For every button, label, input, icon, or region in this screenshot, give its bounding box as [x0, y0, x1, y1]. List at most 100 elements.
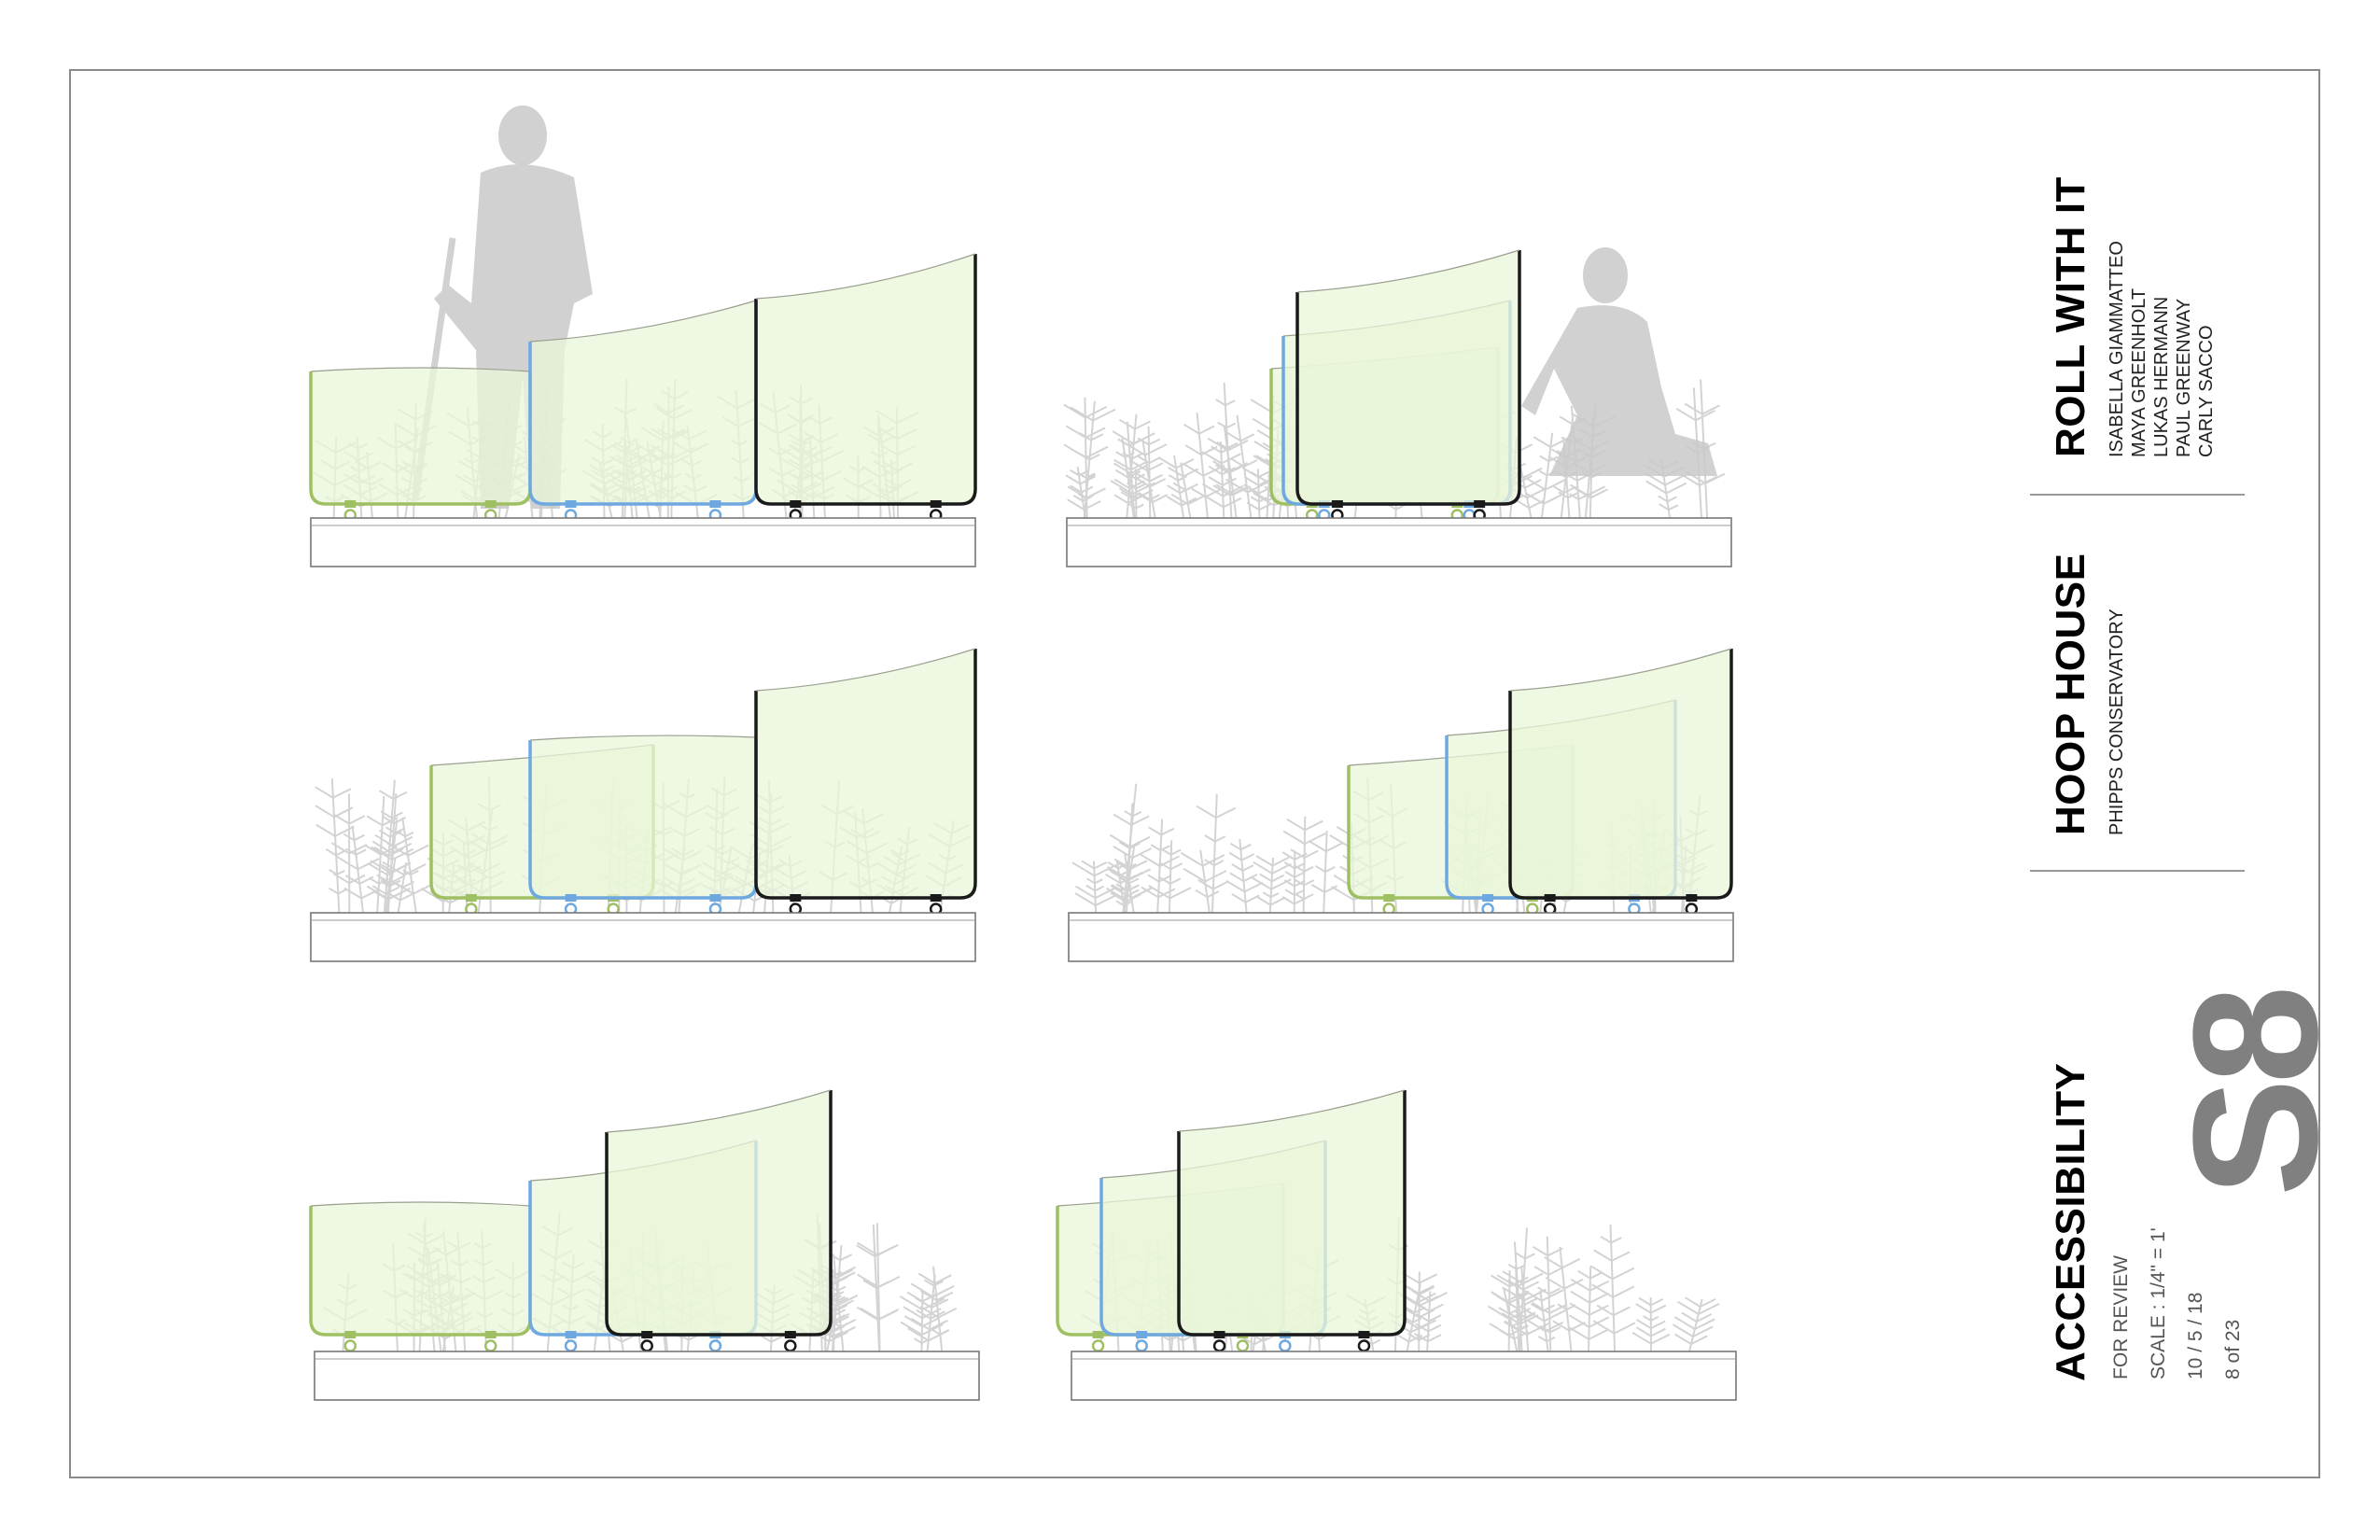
wheel-bracket	[1331, 500, 1343, 508]
plant-leaf	[1069, 469, 1080, 477]
plant-leaf	[910, 1317, 931, 1331]
plant-leaf	[1684, 1296, 1701, 1308]
plant-leaf	[1695, 410, 1716, 422]
plant-leaf	[336, 855, 358, 871]
plant-leaf	[1255, 895, 1271, 906]
plant-leaf	[1522, 467, 1543, 479]
plant-leaf	[1087, 474, 1097, 481]
plant-leaf	[862, 1279, 877, 1289]
hoop-frame	[605, 1090, 833, 1337]
plant-leaf	[1314, 864, 1326, 873]
plant-leaf	[933, 1280, 944, 1287]
caster-wheel	[1091, 1339, 1105, 1352]
plant-leaf	[1083, 500, 1101, 511]
plant-leaf	[1251, 471, 1270, 484]
plant-leaf	[1508, 1308, 1532, 1321]
plant-leaf	[1113, 462, 1132, 475]
plant-leaf	[1135, 483, 1146, 490]
team-member: CARLY SACCO	[2196, 325, 2217, 457]
plant-leaf	[1115, 900, 1125, 906]
sheet-border	[69, 69, 2320, 1478]
plant-leaf	[1128, 842, 1141, 849]
plant-stem	[1211, 793, 1218, 914]
plant-leaf	[1324, 865, 1336, 873]
plant-leaf	[936, 1291, 954, 1302]
plant-leaf	[395, 882, 414, 895]
plant-leaf	[333, 806, 354, 819]
plant-leaf	[1310, 884, 1325, 893]
plant-leaf	[1118, 418, 1136, 430]
plant-leaf	[390, 861, 412, 875]
plant-leaf	[833, 1299, 854, 1311]
plant-leaf	[833, 1330, 844, 1337]
plant-leaf	[1085, 427, 1106, 439]
plant-leaf	[329, 869, 338, 875]
hoop-glazing	[311, 368, 530, 504]
plant-leaf	[1137, 437, 1150, 446]
hoop-cover-line	[606, 1089, 832, 1133]
plant-leaf	[1200, 445, 1218, 456]
plant-leaf	[325, 848, 337, 857]
plant-leaf	[1122, 452, 1133, 460]
plant-leaf	[1092, 408, 1116, 422]
plant-leaf	[856, 1306, 879, 1321]
plant-leaf	[1150, 844, 1161, 852]
plant-leaf	[1650, 1316, 1659, 1322]
plant-leaf	[1149, 473, 1163, 483]
plant-leaf	[1167, 484, 1181, 495]
plant-leaf	[1533, 1266, 1549, 1276]
wheel-bracket	[1686, 894, 1698, 902]
plant-leaf	[1537, 1336, 1547, 1342]
plant-leaf	[1113, 494, 1129, 504]
plant-leaf	[1508, 1324, 1530, 1337]
plant-leaf	[420, 887, 444, 903]
plant-leaf	[906, 1291, 923, 1303]
wheel-bracket	[930, 894, 942, 902]
plant-leaf	[921, 1317, 940, 1327]
plant-leaf	[1085, 884, 1096, 892]
plant-leaf	[1533, 436, 1551, 448]
person-body	[1521, 305, 1717, 476]
plant-leaf	[1109, 833, 1131, 848]
plant-leaf	[1205, 496, 1225, 509]
plant-stem	[1239, 839, 1248, 914]
plant-leaf	[1551, 484, 1565, 494]
plant-leaf	[367, 862, 388, 876]
plant-stem	[831, 1245, 843, 1352]
plant-leaf	[1094, 878, 1103, 885]
wheel-bracket	[565, 500, 577, 508]
wheel-bracket	[930, 500, 942, 508]
plant-leaf	[1169, 887, 1192, 900]
plant-leaf	[1095, 894, 1117, 906]
plant-leaf	[1243, 476, 1259, 486]
caster-wheel	[564, 1339, 578, 1352]
plant-leaf	[1677, 1300, 1700, 1315]
plant-leaf	[875, 1281, 890, 1289]
plant-leaf	[900, 1321, 923, 1336]
plant-leaf	[1157, 456, 1177, 469]
plant-leaf	[837, 1296, 848, 1304]
plant-leaf	[914, 1337, 923, 1344]
team-list: ISABELLA GIAMMATTEO MAYA GREENHOLT LUKAS…	[2106, 241, 2218, 457]
hoop-frame	[754, 649, 977, 900]
plant-leaf	[1078, 452, 1090, 461]
plant-leaf	[380, 880, 390, 888]
plant-stem	[1418, 1271, 1421, 1352]
plant-leaf	[376, 874, 391, 884]
plant-leaf	[1694, 1318, 1715, 1330]
plant-leaf	[1658, 495, 1669, 503]
wheel-bracket	[1358, 1331, 1370, 1338]
plant-stem	[1520, 1266, 1530, 1352]
plant-leaf	[404, 831, 414, 838]
hoop-glazing	[756, 254, 975, 504]
plant-leaf	[1247, 481, 1270, 494]
plant-leaf	[1168, 466, 1184, 478]
plant-leaf	[1418, 1319, 1436, 1330]
plant-leaf	[1530, 1303, 1544, 1312]
plant-leaf	[1543, 1309, 1567, 1323]
plant-leaf	[315, 805, 335, 819]
plant-leaf	[921, 1293, 938, 1303]
plant-leaf	[1065, 474, 1081, 485]
plant-leaf	[1207, 437, 1229, 452]
plant-leaf	[1508, 1293, 1529, 1304]
